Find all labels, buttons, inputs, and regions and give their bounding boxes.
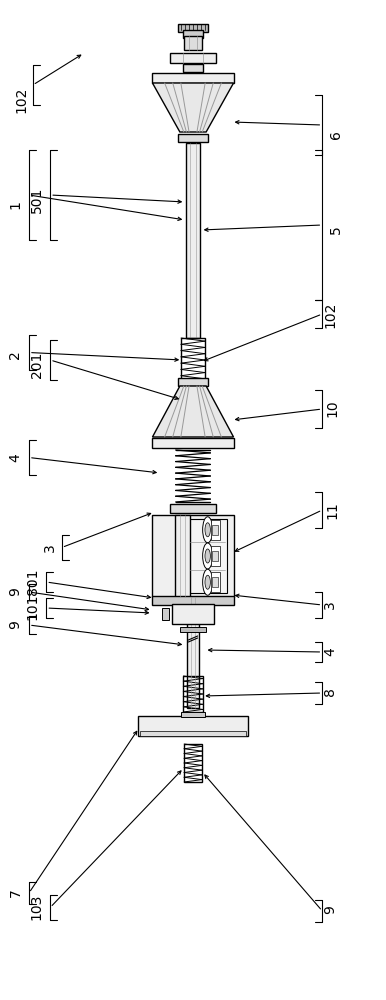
Circle shape	[205, 549, 210, 563]
Bar	[151, 515, 235, 597]
Text: 11: 11	[325, 501, 339, 519]
Bar	[183, 676, 203, 712]
Bar	[183, 64, 203, 72]
Circle shape	[205, 575, 210, 589]
Text: 9: 9	[8, 621, 22, 629]
Text: 201: 201	[30, 352, 44, 378]
Text: 501: 501	[30, 187, 44, 213]
Text: 1: 1	[8, 201, 22, 209]
Text: 801: 801	[26, 569, 40, 595]
Text: 10: 10	[325, 399, 339, 417]
Text: 3: 3	[43, 544, 57, 552]
Text: 9: 9	[8, 588, 22, 596]
Text: 3: 3	[323, 601, 337, 609]
Text: 5: 5	[329, 226, 343, 234]
Bar	[178, 378, 208, 386]
Bar	[152, 73, 234, 83]
Text: 4: 4	[323, 648, 337, 656]
Text: 8: 8	[323, 688, 337, 696]
Bar	[138, 716, 248, 736]
Bar	[186, 143, 200, 338]
Bar	[211, 546, 220, 566]
Bar	[151, 595, 235, 604]
Text: 101: 101	[26, 594, 40, 620]
Bar	[213, 525, 218, 535]
Bar	[162, 608, 169, 620]
Bar	[170, 53, 216, 63]
Bar	[181, 626, 205, 632]
Text: 102: 102	[14, 87, 28, 113]
Circle shape	[203, 517, 213, 543]
Circle shape	[203, 543, 213, 569]
Circle shape	[203, 569, 213, 595]
Bar	[187, 597, 199, 708]
Text: 103: 103	[30, 894, 44, 920]
Text: 4: 4	[8, 454, 22, 462]
Bar	[188, 519, 227, 593]
Text: 102: 102	[323, 302, 337, 328]
Bar	[185, 36, 202, 50]
Bar	[172, 604, 214, 624]
Bar	[213, 577, 218, 587]
Text: 2: 2	[8, 351, 22, 359]
Bar	[213, 551, 218, 561]
Circle shape	[205, 523, 210, 537]
Bar	[178, 24, 208, 32]
Text: 7: 7	[8, 889, 22, 897]
Bar	[211, 572, 220, 592]
Bar	[178, 134, 208, 142]
Bar	[184, 744, 202, 782]
Bar	[140, 730, 246, 736]
Bar	[175, 515, 190, 597]
Bar	[183, 30, 203, 38]
Polygon shape	[152, 386, 234, 437]
Bar	[211, 520, 220, 540]
Text: 9: 9	[323, 906, 337, 914]
Bar	[152, 438, 234, 448]
Bar	[170, 504, 216, 512]
Text: 6: 6	[329, 131, 343, 139]
Polygon shape	[152, 83, 234, 132]
Bar	[181, 338, 205, 382]
Bar	[181, 712, 205, 716]
